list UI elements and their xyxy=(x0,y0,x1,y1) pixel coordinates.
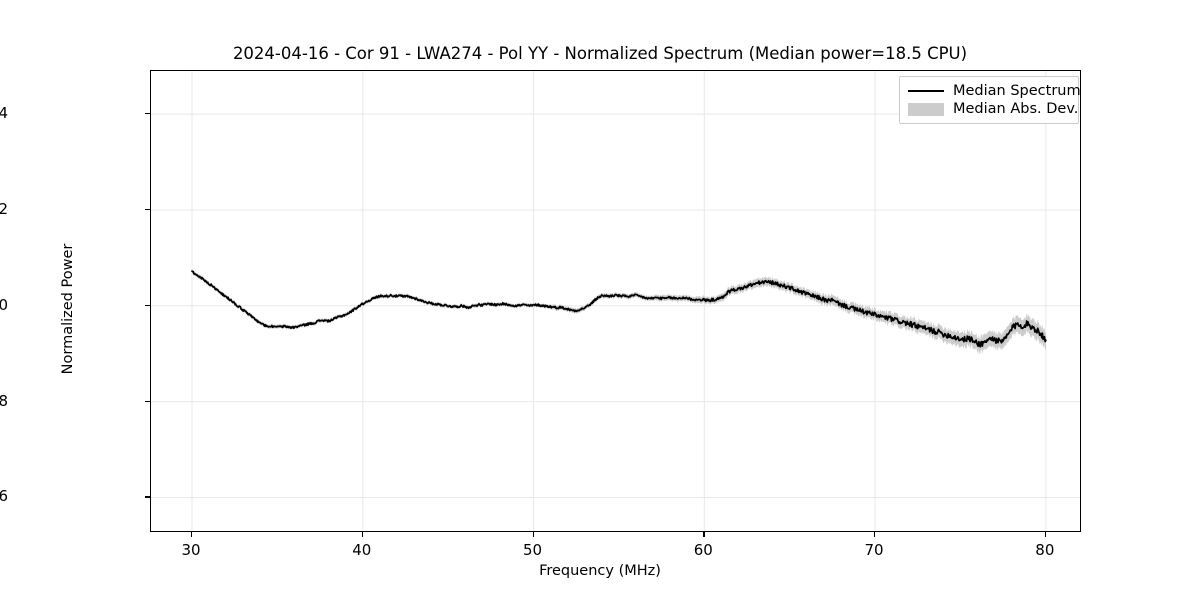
chart-title: 2024-04-16 - Cor 91 - LWA274 - Pol YY - … xyxy=(232,44,968,63)
y-tick-label: 1.2 xyxy=(0,199,8,218)
y-tick-mark xyxy=(145,304,150,307)
legend-box: Median Spectrum Median Abs. Dev. xyxy=(899,76,1081,124)
x-tick-mark xyxy=(703,532,705,537)
median-abs-dev-band xyxy=(191,269,1046,355)
x-tick-label: 50 xyxy=(522,541,543,559)
x-tick-label: 70 xyxy=(864,541,884,559)
gridlines xyxy=(151,71,1080,531)
legend-item-median-abs-dev: Median Abs. Dev. xyxy=(908,100,1078,118)
x-tick-label: 80 xyxy=(1035,541,1055,559)
y-tick-mark xyxy=(145,496,150,498)
x-tick-mark xyxy=(190,532,193,537)
x-tick-mark xyxy=(874,532,876,537)
y-tick-mark xyxy=(145,208,150,211)
x-tick-mark xyxy=(532,532,534,537)
legend-label: Median Abs. Dev. xyxy=(953,101,1079,117)
y-tick-label: 0.6 xyxy=(0,487,8,506)
plot-area xyxy=(150,70,1081,532)
y-tick-label: 1.4 xyxy=(0,104,8,123)
plot-svg xyxy=(151,71,1080,531)
median-spectrum-line xyxy=(191,270,1047,348)
y-tick-mark xyxy=(145,113,150,115)
x-tick-label: 40 xyxy=(352,541,372,559)
x-tick-label: 60 xyxy=(693,541,713,559)
x-tick-mark xyxy=(361,532,364,537)
x-tick-label: 30 xyxy=(181,541,201,559)
x-axis-label: Frequency (MHz) xyxy=(539,563,661,579)
y-tick-label: 0.8 xyxy=(0,391,8,410)
y-tick-label: 1.0 xyxy=(0,295,8,314)
y-tick-mark xyxy=(145,400,150,402)
legend-band-swatch-icon xyxy=(908,102,944,116)
legend-item-median-spectrum: Median Spectrum xyxy=(908,82,1081,100)
x-tick-mark xyxy=(1044,532,1047,537)
legend-label: Median Spectrum xyxy=(953,83,1081,99)
legend-line-swatch-icon xyxy=(908,84,944,98)
y-axis-label: Normalized Power xyxy=(60,243,76,375)
